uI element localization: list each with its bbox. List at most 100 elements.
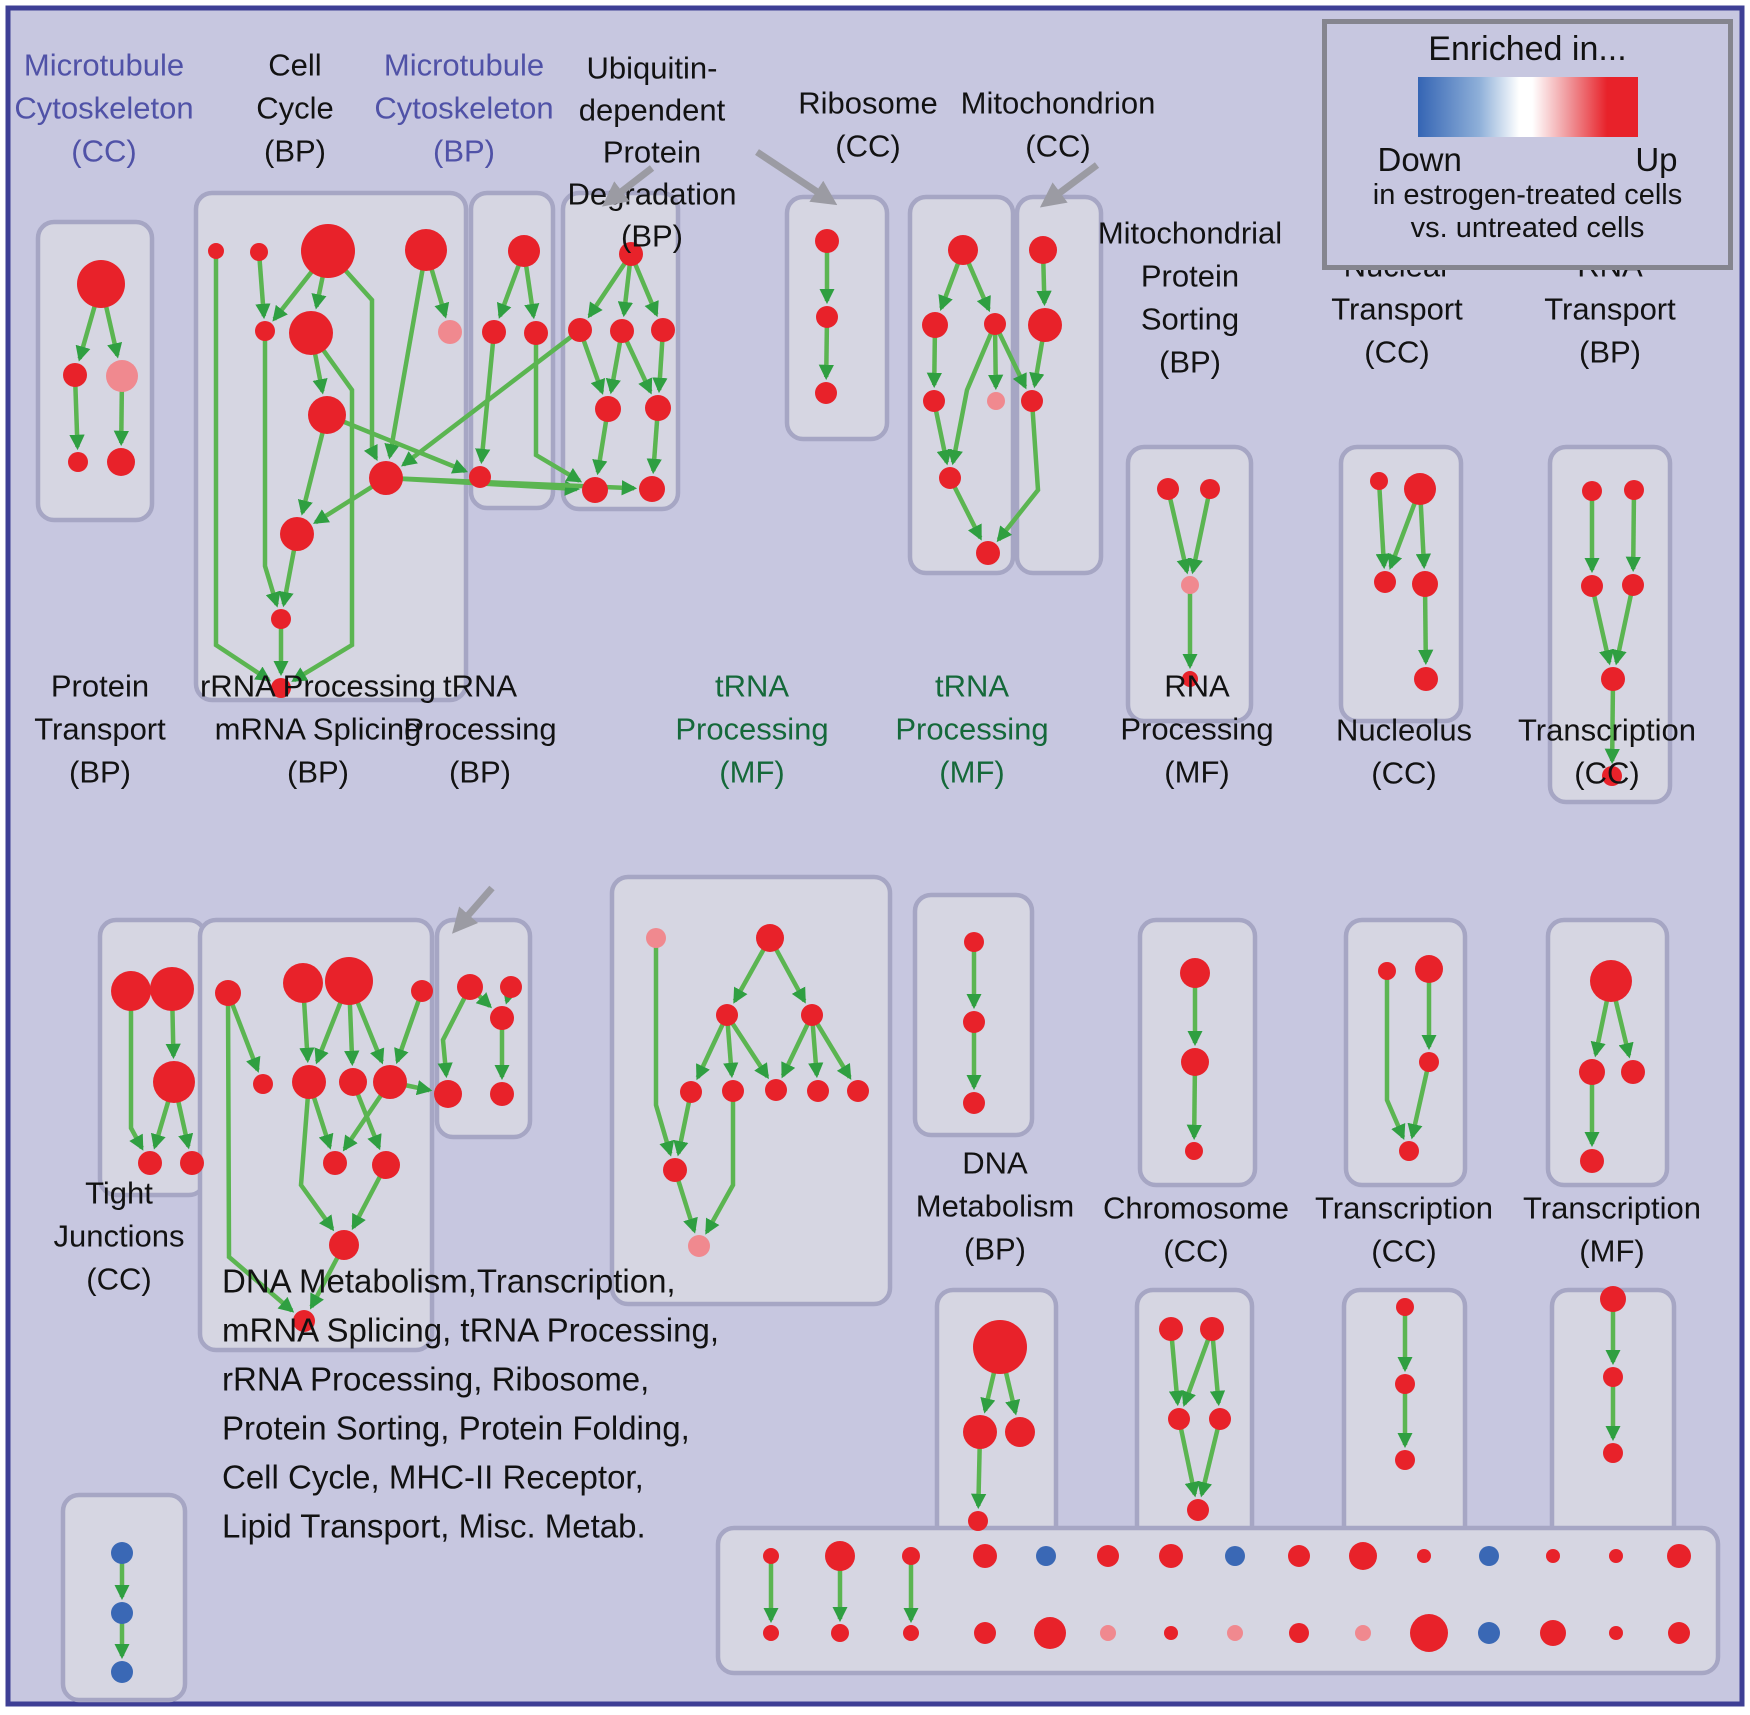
cluster-box-nt — [1338, 444, 1464, 724]
go-term-node-ms3 — [1182, 671, 1198, 687]
cluster-label-line: mRNA Splicing, tRNA Processing, — [222, 1311, 719, 1348]
edge-g9-g10 — [676, 1179, 698, 1234]
cluster-label-line: Transport — [1331, 292, 1463, 327]
edge-mt1-mt2 — [1029, 340, 1045, 389]
legend-gradient-bar — [1417, 77, 1638, 137]
go-term-node-wb12 — [1540, 1620, 1566, 1646]
go-term-node-v3 — [1580, 1149, 1604, 1173]
edge-b1-b2 — [818, 326, 835, 381]
go-term-node-j2 — [111, 1661, 133, 1683]
cluster-label-line: (BP) — [69, 755, 131, 790]
edge-h3-h4 — [1197, 1428, 1220, 1498]
edge-c10-c11 — [278, 549, 297, 608]
edge-g3-g8 — [815, 1022, 852, 1080]
go-term-node-h1 — [1200, 1317, 1224, 1341]
cluster-label-line: (CC) — [1163, 1234, 1228, 1269]
edge-d0-d2 — [1003, 1371, 1021, 1416]
go-term-node-wb6 — [1164, 1626, 1178, 1640]
edge-q5-q8 — [311, 1096, 334, 1150]
go-term-node-c2 — [301, 224, 355, 278]
edge-rt4-rt5 — [1604, 689, 1620, 765]
edge-q2-q5 — [314, 1001, 343, 1065]
edge-q6-q9 — [355, 1093, 382, 1151]
legend-subtitle-line1: in estrogen-treated cells — [1372, 179, 1683, 211]
cluster-box-tbp — [434, 917, 533, 1140]
legend-subtitle-line2: vs. untreated cells — [1410, 212, 1645, 244]
edge-m1-m3 — [475, 342, 496, 465]
cluster-label-trcc2: Transcription (CC) — [1315, 1191, 1493, 1269]
go-term-node-c1 — [250, 243, 268, 261]
go-term-node-h3 — [1209, 1408, 1231, 1430]
cluster-label-mito: Mitochondrion (CC) — [961, 86, 1156, 164]
go-term-node-v2 — [1621, 1060, 1645, 1084]
cluster-label-line: Cell Cycle, MHC-II Receptor, — [222, 1458, 644, 1495]
cluster-label-line: Cytoskeleton — [374, 91, 553, 126]
edge-p0-p3 — [128, 1010, 144, 1151]
edge-g5-g10 — [704, 1101, 736, 1235]
cluster-label-line: Junctions — [54, 1219, 185, 1254]
cluster-label-mtcc: Microtubule Cytoskeleton (CC) — [14, 48, 193, 169]
go-term-node-wa5 — [1097, 1545, 1119, 1567]
edge-c4-c11 — [262, 340, 281, 608]
go-term-node-c11 — [271, 609, 291, 629]
go-term-node-t2 — [490, 1006, 514, 1030]
cluster-label-tbp: tRNA Processing (BP) — [403, 669, 556, 790]
cluster-label-line: (CC) — [71, 134, 136, 169]
cluster-label-line: (CC) — [1025, 129, 1090, 164]
edge-c3-c8 — [384, 269, 425, 460]
cluster-label-line: Protein — [1141, 259, 1239, 294]
cluster-label-line: Lipid Transport, Misc. Metab. — [222, 1507, 646, 1544]
go-term-node-q7 — [373, 1065, 407, 1099]
edge-q2-q7 — [355, 1001, 385, 1065]
go-term-node-q3 — [411, 980, 433, 1002]
go-term-node-t4 — [490, 1082, 514, 1106]
cluster-label-line: rRNA Processing, Ribosome, — [222, 1360, 649, 1397]
cluster-label-line: rRNA Processing — [200, 669, 436, 704]
edge-p1-p2 — [165, 1009, 181, 1060]
go-term-node-g5 — [722, 1080, 744, 1102]
go-term-node-b2 — [815, 382, 837, 404]
go-term-node-v1 — [1579, 1059, 1605, 1085]
edge-r3-r5 — [933, 410, 952, 466]
go-term-node-wa3 — [973, 1544, 997, 1568]
cluster-label-line: Metabolism — [916, 1189, 1075, 1224]
go-term-node-d1 — [963, 1415, 997, 1449]
edge-nt3-nt4 — [1418, 595, 1434, 666]
edge-g3-g6 — [780, 1023, 810, 1079]
edge-r2-mt2 — [997, 332, 1028, 390]
edge-rt3-rt4 — [1611, 594, 1634, 666]
go-term-node-j1 — [111, 1602, 133, 1624]
edge-q3-q7 — [394, 999, 421, 1065]
go-term-node-r0 — [948, 235, 978, 265]
cluster-label-line: (CC) — [1364, 335, 1429, 370]
go-term-node-a4 — [595, 396, 621, 422]
go-term-node-g7 — [807, 1080, 829, 1102]
go-term-node-a7 — [639, 476, 665, 502]
go-term-node-ms2 — [1181, 576, 1199, 594]
edge-g0-g9 — [653, 947, 675, 1157]
cluster-label-line: dependent — [579, 93, 726, 128]
cluster-label-line: (CC) — [835, 129, 900, 164]
cluster-label-chr: Chromosome (CC) — [1103, 1191, 1289, 1269]
go-term-node-q1 — [283, 963, 323, 1003]
go-term-node-wb13 — [1609, 1626, 1623, 1640]
cluster-label-mps: Mitochondrial Protein Sorting (BP) — [1098, 216, 1282, 380]
cluster-label-misc: DNA Metabolism,Transcription, mRNA Splici… — [222, 1262, 719, 1544]
edge-e0-e3 — [1384, 979, 1406, 1141]
go-term-node-wa13 — [1609, 1549, 1623, 1563]
go-term-node-e0 — [1378, 962, 1396, 980]
callout-arrow-to-ubiq-box-a — [602, 165, 655, 207]
go-term-node-nt2 — [1374, 571, 1396, 593]
cluster-label-line: DNA — [962, 1146, 1028, 1181]
edge-r5-r6 — [952, 485, 983, 541]
go-term-node-a1 — [568, 318, 592, 342]
edge-r2-r5 — [947, 332, 994, 466]
go-term-node-rt5 — [1602, 766, 1622, 786]
go-term-node-w2 — [1395, 1450, 1415, 1470]
cluster-label-line: Cycle — [256, 91, 334, 126]
edge-nt1-nt2 — [1387, 502, 1417, 570]
edge-g2-g5 — [723, 1024, 739, 1079]
go-term-node-wb2 — [903, 1625, 919, 1641]
edge-k0-k1 — [75, 305, 97, 362]
edge-q7-t3 — [405, 1080, 433, 1096]
